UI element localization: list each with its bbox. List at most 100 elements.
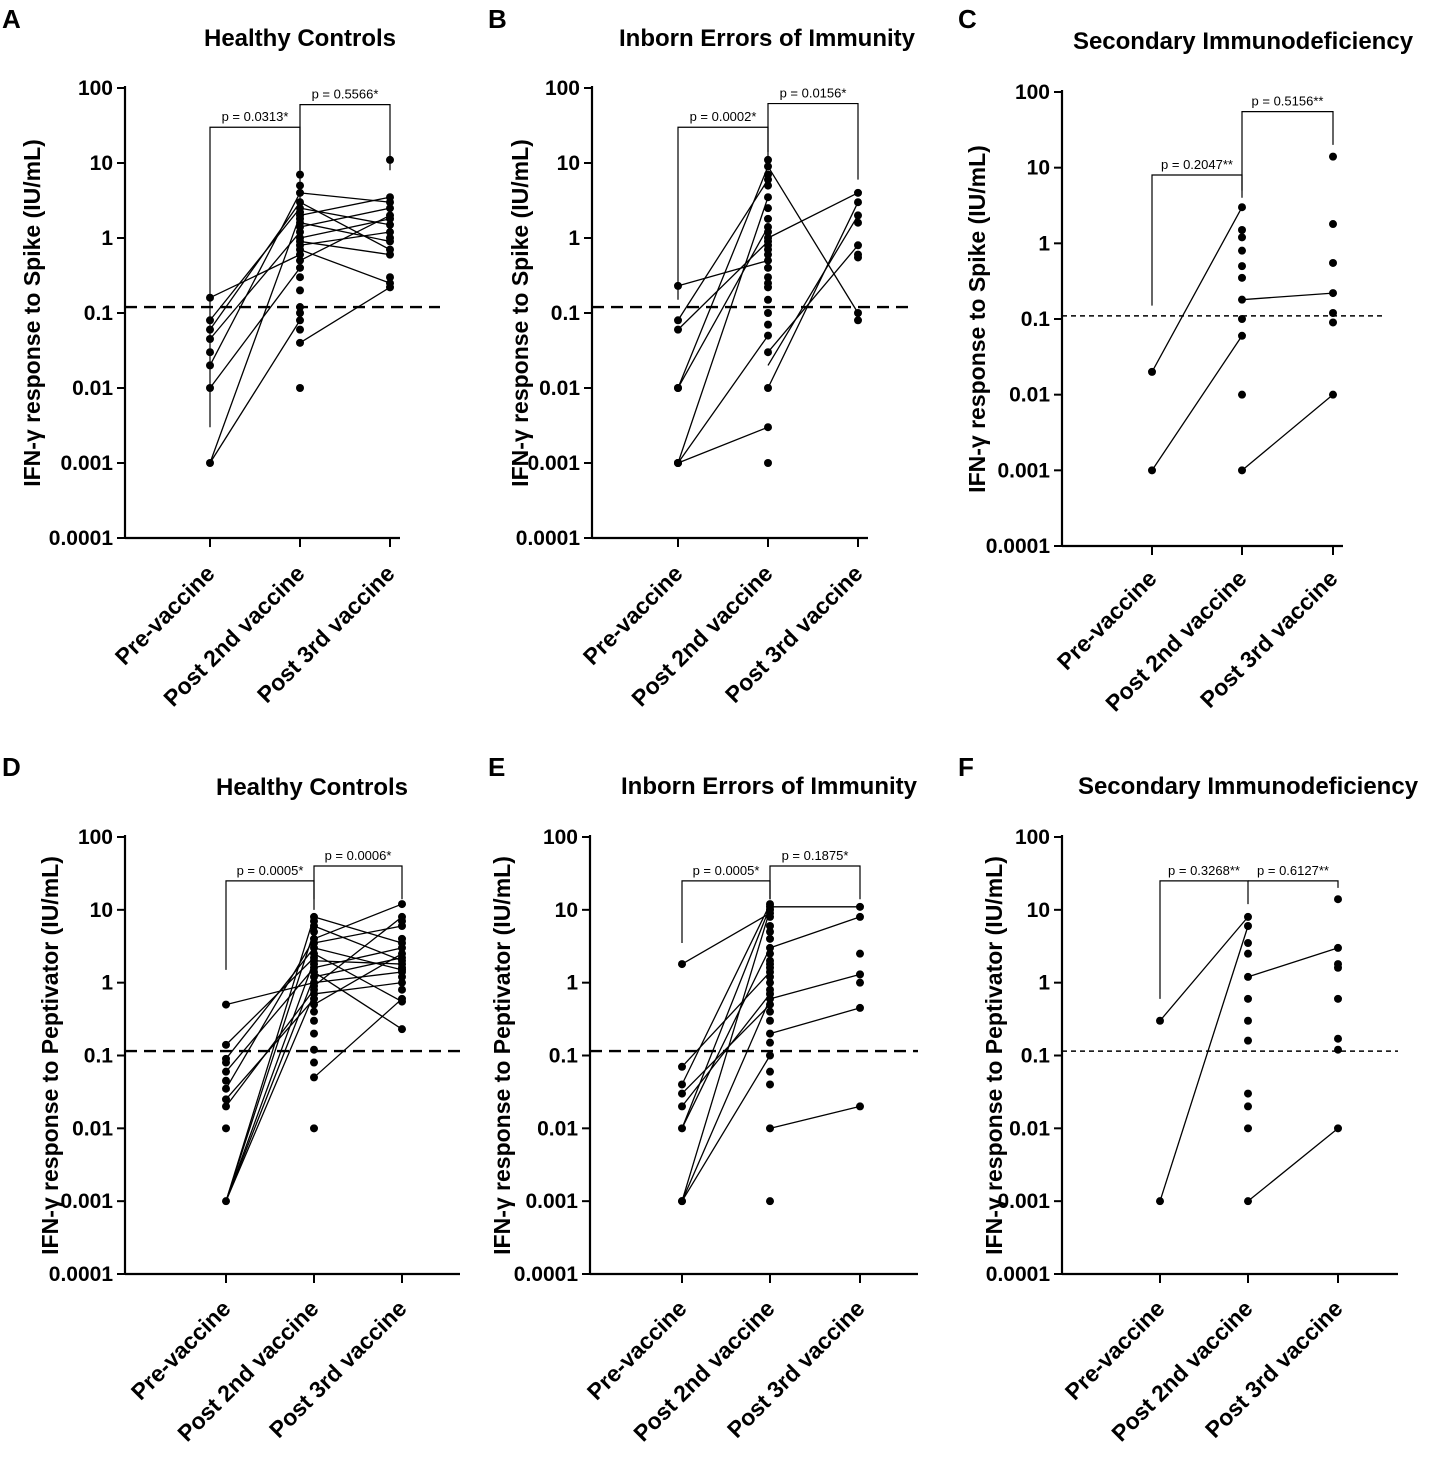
- significance-bracket: [1248, 880, 1339, 888]
- y-axis-label: IFN-γ response to Peptivator (IU/mL): [37, 856, 63, 1255]
- y-tick-label: 0.1: [1021, 308, 1051, 331]
- data-point: [678, 1089, 686, 1098]
- data-point: [296, 286, 304, 295]
- y-tick-label: 1: [566, 972, 578, 995]
- y-tick-label: 0.001: [60, 452, 113, 475]
- chart-title: Secondary Immunodeficiency: [1078, 773, 1419, 800]
- paired-line: [209, 254, 301, 299]
- data-point: [1238, 203, 1246, 212]
- paired-line: [299, 192, 391, 203]
- paired-line: [313, 960, 403, 965]
- data-point: [854, 253, 862, 262]
- data-point: [856, 912, 864, 921]
- y-tick-label: 0.1: [84, 302, 114, 325]
- data-point: [764, 193, 772, 202]
- y-tick-label: 0.01: [72, 1117, 113, 1140]
- y-tick-label: 1: [1038, 972, 1050, 995]
- paired-line: [767, 215, 859, 366]
- data-point: [1238, 246, 1246, 255]
- p-value-label: p = 0.3268**: [1168, 863, 1240, 878]
- data-point: [1238, 262, 1246, 271]
- chart-title: Inborn Errors of Immunity: [619, 25, 916, 52]
- y-tick-label: 0.0001: [986, 1263, 1051, 1286]
- data-point: [764, 273, 772, 282]
- paired-line: [299, 218, 391, 239]
- data-point: [766, 1051, 774, 1060]
- y-tick-label: 1: [101, 972, 113, 995]
- data-point: [296, 273, 304, 282]
- paired-line: [313, 925, 403, 962]
- paired-line: [677, 335, 769, 464]
- data-point: [764, 256, 772, 265]
- data-point: [766, 978, 774, 987]
- data-point: [296, 263, 304, 272]
- data-point: [856, 949, 864, 958]
- data-point: [1244, 994, 1252, 1003]
- data-point: [1244, 1197, 1252, 1206]
- data-point: [766, 1038, 774, 1047]
- paired-line: [1159, 925, 1249, 1202]
- paired-line: [313, 903, 403, 940]
- data-point: [1244, 1124, 1252, 1133]
- data-point: [674, 325, 682, 334]
- panel-c: C Secondary Immunodeficiency IFN-γ respons…: [958, 4, 1414, 716]
- data-point: [1156, 1016, 1164, 1025]
- paired-line: [299, 196, 391, 217]
- paired-line: [767, 244, 859, 353]
- y-tick-label: 0.01: [72, 377, 113, 400]
- paired-line: [681, 1004, 771, 1095]
- y-tick-label: 100: [543, 826, 578, 849]
- data-point: [678, 1080, 686, 1089]
- data-point: [674, 459, 682, 467]
- data-point: [222, 1124, 230, 1133]
- data-point: [222, 1067, 230, 1076]
- data-point: [766, 1007, 774, 1016]
- data-point: [1329, 318, 1337, 327]
- p-value-label: p = 0.5156**: [1252, 94, 1324, 109]
- data-point: [764, 423, 772, 432]
- data-point: [1238, 226, 1246, 235]
- data-point: [1148, 466, 1156, 475]
- y-tick-label: 100: [1015, 81, 1050, 104]
- y-tick-label: 0.1: [84, 1045, 114, 1068]
- data-point: [310, 1007, 318, 1016]
- data-point: [764, 175, 772, 184]
- paired-line: [1151, 335, 1243, 471]
- y-tick-label: 1: [1038, 232, 1050, 255]
- panel-letter: D: [2, 752, 21, 782]
- data-point: [296, 303, 304, 312]
- panel-letter: C: [958, 4, 977, 34]
- paired-line: [313, 947, 403, 969]
- data-point: [222, 1040, 230, 1049]
- data-point: [1238, 315, 1246, 323]
- data-point: [310, 1016, 318, 1025]
- y-tick-label: 100: [1015, 826, 1050, 849]
- data-point: [764, 384, 772, 392]
- data-point: [296, 384, 304, 392]
- data-point: [296, 309, 304, 317]
- y-tick-label: 0.01: [1009, 1117, 1050, 1140]
- paired-line: [209, 192, 301, 366]
- y-tick-label: 0.001: [525, 1190, 578, 1213]
- data-point: [1238, 390, 1246, 399]
- y-tick-label: 1: [568, 227, 580, 250]
- data-point: [1238, 331, 1246, 340]
- y-tick-label: 0.01: [1009, 384, 1050, 407]
- paired-line: [681, 998, 771, 1202]
- data-point: [764, 320, 772, 329]
- data-point: [1334, 943, 1342, 952]
- y-tick-label: 0.1: [1021, 1045, 1051, 1068]
- paired-line: [677, 196, 769, 464]
- data-point: [856, 978, 864, 987]
- paired-line: [209, 215, 301, 464]
- data-point: [1334, 963, 1342, 972]
- paired-line: [299, 222, 391, 243]
- data-point: [222, 1058, 230, 1067]
- y-tick-label: 10: [90, 899, 113, 922]
- y-axis-label: IFN-γ response to Spike (IU/mL): [964, 145, 990, 493]
- paired-line: [299, 201, 391, 251]
- paired-line: [769, 1007, 861, 1035]
- data-point: [398, 997, 406, 1006]
- data-point: [386, 228, 394, 237]
- data-point: [296, 316, 304, 325]
